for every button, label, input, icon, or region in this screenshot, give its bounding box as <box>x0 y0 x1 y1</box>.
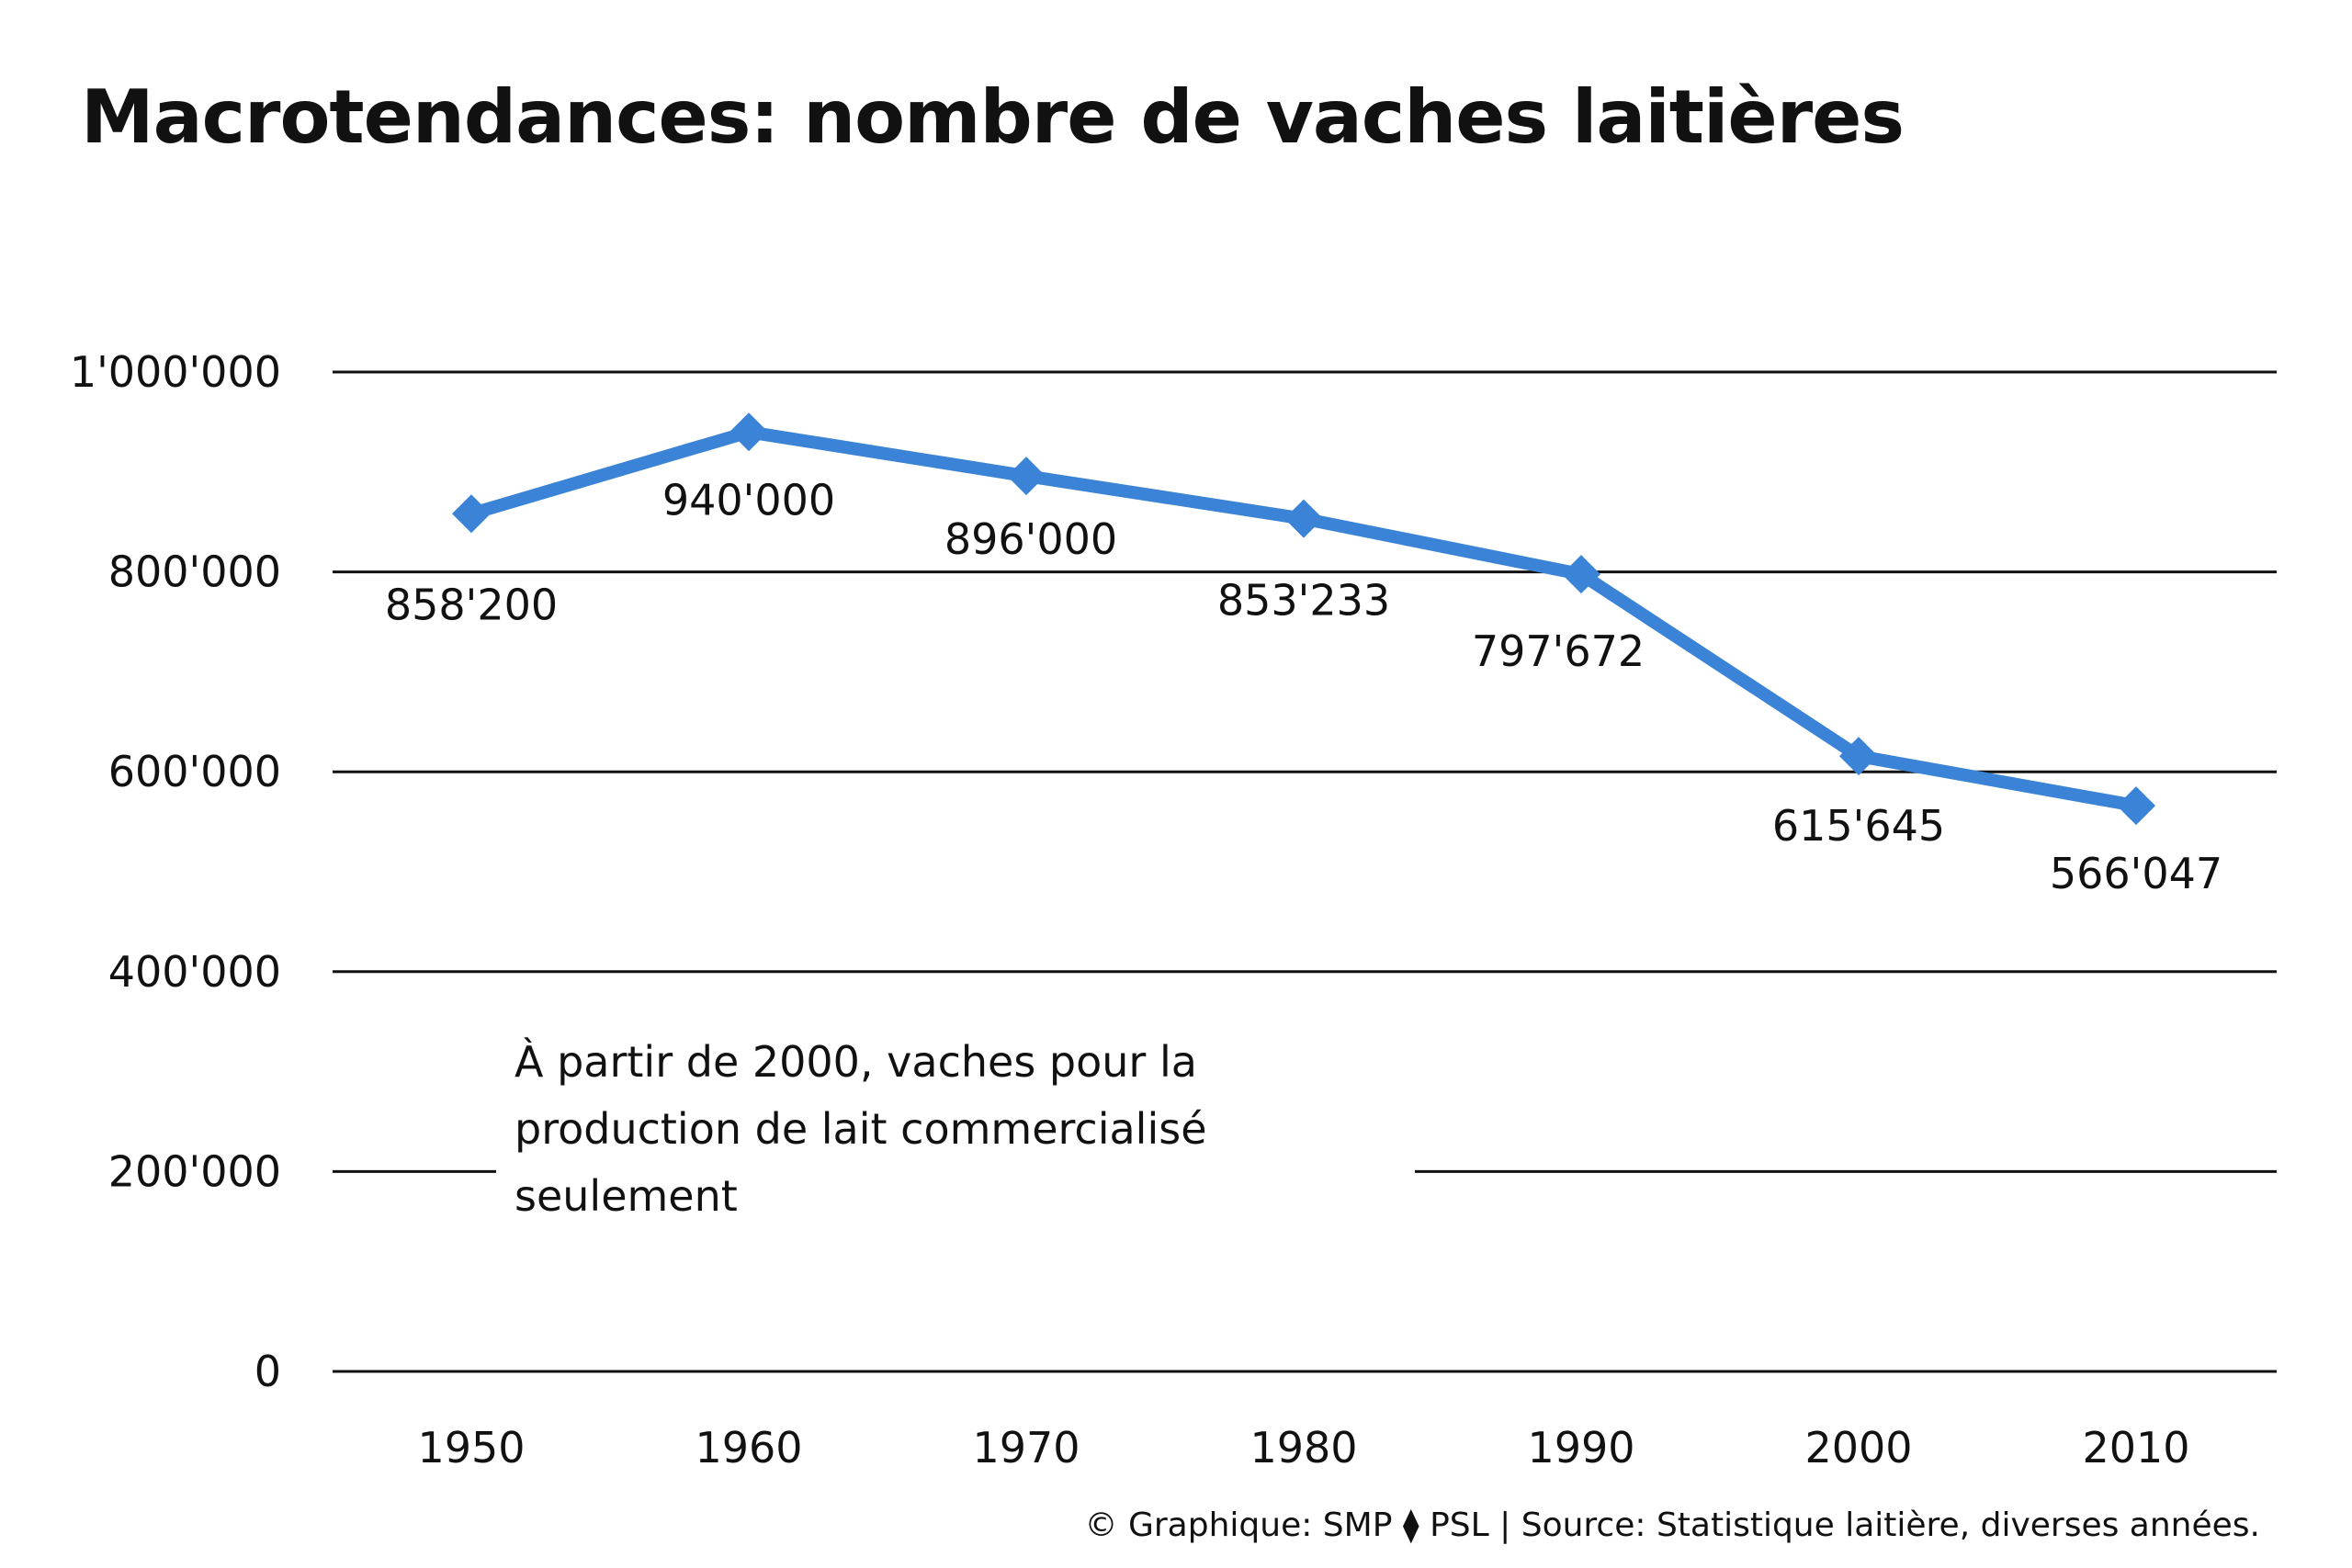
x-tick-label: 1950 <box>417 1423 525 1472</box>
data-label: 615'645 <box>1772 801 1945 851</box>
x-tick-label: 1990 <box>1527 1423 1634 1472</box>
data-point-marker <box>1284 499 1323 538</box>
data-point-marker <box>452 494 491 534</box>
x-axis-tick-labels: 1950 1960 1970 1980 1990 2000 2010 <box>417 1423 2189 1472</box>
data-label: 858'200 <box>385 580 558 629</box>
data-label: 797'672 <box>1472 626 1645 676</box>
data-label: 940'000 <box>662 475 835 525</box>
x-tick-label: 1960 <box>695 1423 802 1472</box>
data-point-marker <box>2117 786 2155 826</box>
data-label: 896'000 <box>944 514 1117 564</box>
data-point-marker <box>1839 737 1878 776</box>
x-tick-label: 2000 <box>1804 1423 1912 1472</box>
data-point-marker <box>729 412 768 452</box>
data-label: 853'233 <box>1217 576 1390 626</box>
y-tick-label: 0 <box>254 1347 281 1396</box>
x-tick-label: 1970 <box>972 1423 1080 1472</box>
chart-title: Macrotendances: nombre de vaches laitièr… <box>81 74 1905 160</box>
x-tick-label: 1980 <box>1250 1423 1357 1472</box>
y-tick-label: 1'000'000 <box>70 347 281 397</box>
y-tick-label: 800'000 <box>108 547 281 597</box>
data-point-marker <box>1007 457 1046 496</box>
data-point-marker <box>1562 555 1600 594</box>
data-label: 566'047 <box>2050 849 2222 898</box>
y-tick-label: 200'000 <box>108 1146 281 1196</box>
source-credit: © Graphique: SMP ⧫ PSL | Source: Statist… <box>1084 1506 2260 1544</box>
data-labels: 858'200 940'000 896'000 853'233 797'672 615'6… <box>385 475 2222 898</box>
chart-annotation: À partir de 2000, vaches pour la product… <box>496 1029 1415 1230</box>
markers <box>452 412 2155 826</box>
y-tick-label: 600'000 <box>108 747 281 796</box>
y-axis-tick-labels: 0 200'000 400'000 600'000 800'000 1'000'000 <box>70 347 281 1396</box>
x-tick-label: 2010 <box>2082 1423 2189 1472</box>
y-tick-label: 400'000 <box>108 947 281 997</box>
